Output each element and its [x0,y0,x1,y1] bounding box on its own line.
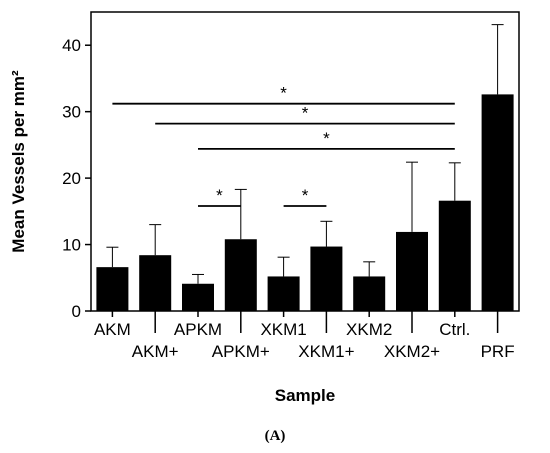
significance-brackets: * * * * * [112,84,455,207]
significance-marker: * [302,104,309,123]
bar-AKM [96,267,129,311]
bar-XKM1 [267,276,300,311]
x-tick-label: AKM [94,320,131,339]
significance-marker: * [302,186,309,205]
error-bars [106,24,504,284]
significance-marker: * [323,129,330,148]
x-axis-title: Sample [275,386,335,405]
x-tick-label: XKM1 [260,320,306,339]
x-tick-label: PRF [481,342,515,361]
y-tick-label: 30 [62,103,81,122]
bar-Ctrl. [438,200,471,311]
bar-XKM2+ [396,231,428,311]
y-tick-label: 40 [62,36,81,55]
axes [85,11,520,333]
panel-label: (A) [264,428,286,444]
bar-AKM+ [139,255,172,311]
x-tick-label: Ctrl. [439,320,470,339]
y-tick-label: 10 [62,236,81,255]
bar-APKM+ [224,239,257,311]
x-tick-label: APKM [174,320,222,339]
x-tick-label: AKM+ [132,342,179,361]
significance-marker: * [216,186,223,205]
bars [96,94,514,311]
y-tick-label: 0 [72,302,81,321]
bar-APKM [182,283,214,311]
x-tick-label: XKM1+ [298,342,354,361]
significance-marker: * [280,84,287,103]
x-tick-label: XKM2 [346,320,392,339]
y-tick-labels: 0 10 20 30 40 [62,36,81,321]
bar-XKM1+ [310,246,343,311]
bar-XKM2 [353,276,386,311]
x-tick-label: XKM2+ [384,342,440,361]
x-tick-label: APKM+ [212,342,270,361]
plot-frame [90,11,520,312]
y-axis-title: Mean Vessels per mm² [9,70,28,253]
bar-PRF [481,94,514,311]
y-tick-label: 20 [62,169,81,188]
